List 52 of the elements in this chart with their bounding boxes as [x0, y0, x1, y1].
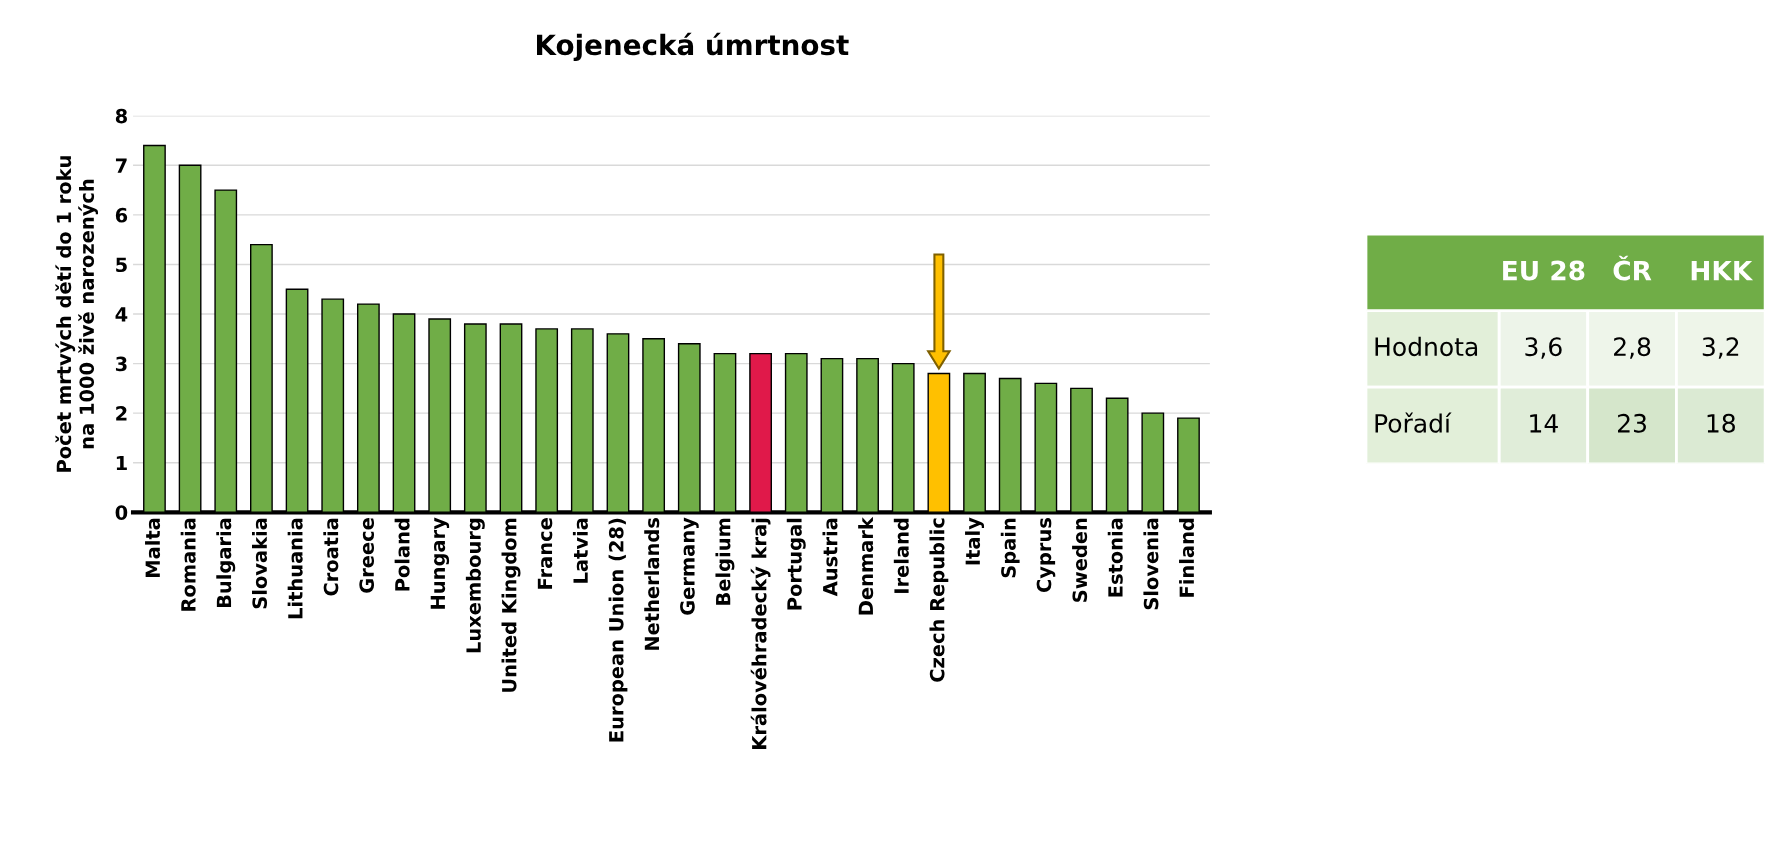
x-tick-label: Ireland: [893, 518, 909, 593]
x-tick-label: Austria: [822, 518, 838, 597]
x-tick-label: United Kingdom: [501, 518, 521, 692]
y-tick-label: Pořadí: [1375, 412, 1452, 433]
x-tick-label: Portugal: [786, 518, 806, 610]
x-tick-label: Belgium: [715, 518, 735, 605]
x-tick-label: Cyprus: [1036, 518, 1056, 593]
x-tick-label: Spain: [1000, 518, 1020, 578]
x-tick-label: Croatia: [323, 518, 339, 596]
data-label: 3,6: [1525, 337, 1562, 359]
x-tick-label: Malta: [145, 518, 161, 577]
y-tick-label: 5: [116, 257, 127, 273]
x-tick-label: Poland: [394, 518, 410, 591]
data-label: 3,2: [1702, 337, 1739, 359]
y-tick-label: 7: [115, 158, 127, 173]
y-tick-label: 1: [116, 455, 127, 471]
chart-title: Kojenecká úmrtnost: [537, 32, 849, 61]
x-tick-label: European Union (28): [608, 518, 628, 742]
data-label: 23: [1618, 413, 1646, 433]
y-tick-label: 8: [115, 108, 127, 124]
data-label: 2,8: [1614, 337, 1651, 359]
x-tick-label: Finland: [1179, 518, 1195, 597]
y-tick-label: Hodnota: [1375, 336, 1478, 357]
x-tick-label: Denmark: [858, 516, 874, 615]
y-tick-label: 3: [115, 356, 127, 372]
x-tick-label: HKK: [1691, 260, 1754, 281]
y-tick-label: 0: [115, 505, 128, 520]
x-tick-label: Germany: [680, 517, 699, 615]
x-tick-label: Greece: [359, 518, 375, 593]
x-tick-label: Slovakia: [252, 518, 268, 609]
y-axis-title: Počet mrtvých dětí do 1 roku na 1000 živě narozených: [55, 156, 98, 472]
x-tick-label: Lithuania: [287, 518, 303, 619]
x-tick-label: ČR: [1613, 255, 1652, 281]
y-tick-label: 2: [116, 406, 127, 421]
x-tick-label: Czech Republic: [929, 518, 949, 682]
y-tick-label: 6: [115, 207, 128, 223]
x-tick-label: Luxembourg: [465, 518, 485, 653]
x-tick-label: Netherlands: [644, 518, 660, 650]
x-tick-label: Italy: [965, 517, 985, 565]
x-tick-label: Hungary: [430, 517, 450, 609]
x-tick-label: Estonia: [1107, 518, 1123, 597]
data-label: 14: [1530, 414, 1558, 433]
x-tick-label: Slovenia: [1143, 518, 1159, 610]
x-tick-label: France: [537, 518, 553, 589]
x-tick-label: Sweden: [1072, 518, 1088, 602]
x-tick-label: Romania: [180, 518, 196, 611]
x-tick-label: Bulgaria: [216, 518, 236, 608]
x-tick-label: Latvia: [572, 518, 588, 583]
y-tick-label: 4: [115, 307, 128, 322]
data-label: 18: [1707, 413, 1735, 433]
x-tick-label: EU 28: [1503, 260, 1585, 281]
x-tick-label: Královéhradecký kraj: [750, 518, 771, 749]
